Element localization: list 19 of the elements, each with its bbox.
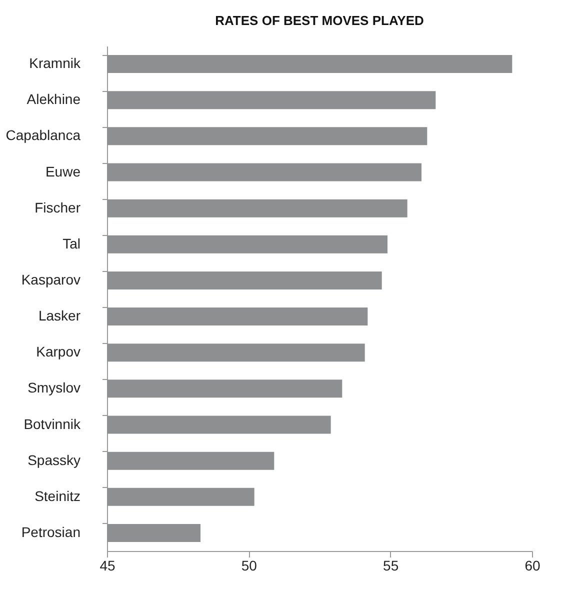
- chart-title: RATES OF BEST MOVES PLAYED: [215, 13, 424, 28]
- x-tick-label: 45: [100, 558, 116, 574]
- y-tick-label: Alekhine: [26, 91, 81, 108]
- y-tick-label: Tal: [62, 235, 80, 252]
- y-tick-label: Kramnik: [29, 55, 82, 72]
- y-tick-label: Petrosian: [21, 524, 80, 540]
- y-tick-label: Capablanca: [6, 127, 81, 144]
- y-tick-label: Botvinnik: [24, 416, 82, 432]
- y-tick-label: Steinitz: [34, 488, 80, 504]
- y-tick-label: Kasparov: [21, 271, 80, 288]
- y-tick-label: Euwe: [45, 163, 81, 180]
- y-tick-label: Spassky: [28, 452, 80, 468]
- x-tick-label: 60: [524, 558, 540, 574]
- y-tick-label: Lasker: [38, 308, 81, 324]
- x-tick-label: 50: [241, 558, 258, 574]
- y-tick-label: Fischer: [34, 199, 81, 216]
- y-tick-label: Smyslov: [28, 380, 80, 396]
- y-tick-label: Karpov: [36, 344, 80, 360]
- x-tick-label: 55: [383, 558, 399, 574]
